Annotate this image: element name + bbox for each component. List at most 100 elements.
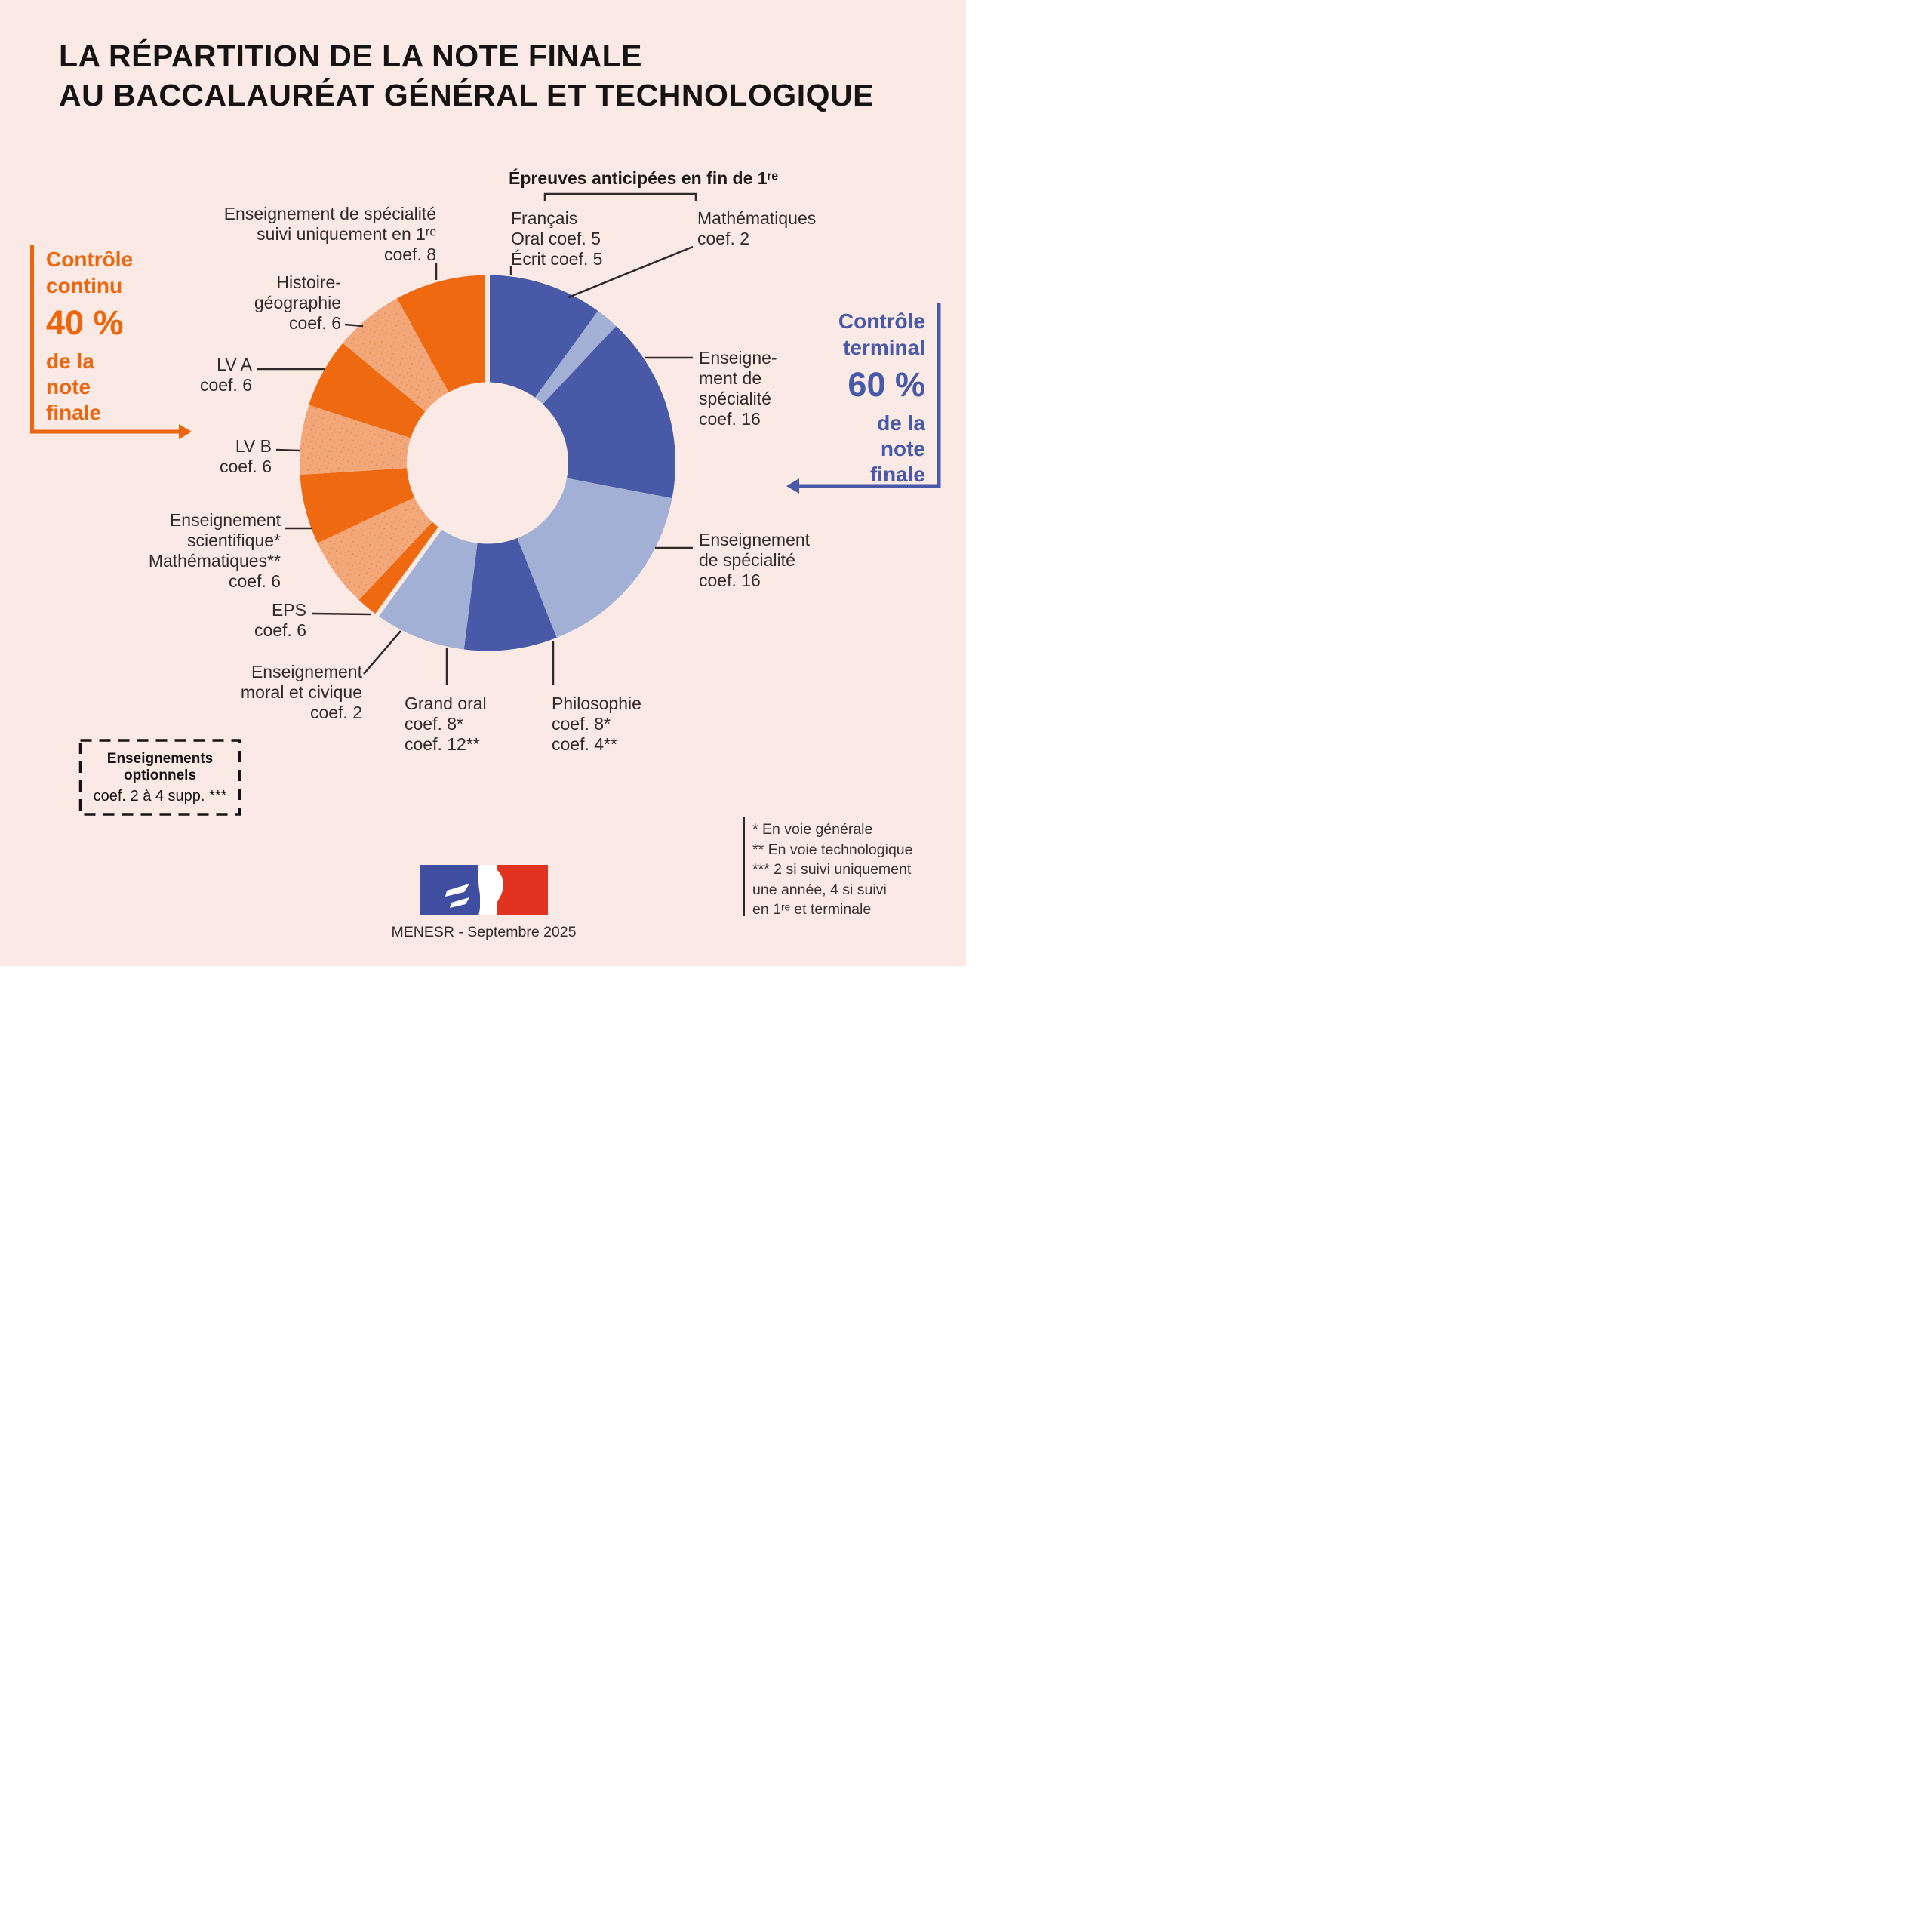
legend-continu-percent: 40 %	[46, 303, 124, 342]
label-philosophie-line: coef. 4**	[552, 734, 617, 754]
legend-terminal-line2: terminal	[843, 336, 925, 359]
donut-segment-specialite-premiere	[397, 275, 488, 392]
donut-segment-eps-texture	[317, 497, 432, 601]
continu-arrowhead-icon	[179, 424, 192, 439]
logo-marianne-silhouette	[478, 865, 504, 915]
label-histoire-geographie-line: géographie	[254, 293, 341, 312]
label-specialite-premiere-line: Enseignement de spécialité	[223, 204, 436, 223]
label-eps-line: coef. 6	[254, 620, 306, 640]
label-histoire-geographie: Histoire-géographie coef. 6	[254, 272, 341, 334]
page-title-line1: LA RÉPARTITION DE LA NOTE FINALE	[59, 38, 642, 73]
footnotes-line: ** En voie technologique	[752, 841, 913, 858]
legend-continu-sub1: de la	[46, 349, 94, 373]
label-lva-line: coef. 6	[199, 375, 252, 395]
page-title-line2: AU BACCALAURÉAT GÉNÉRAL ET TECHNOLOGIQUE	[59, 78, 874, 112]
label-philosophie-line: Philosophie	[552, 694, 641, 713]
legend-terminal-sub1: de la	[877, 411, 925, 435]
label-specialite-16-bottom-line: Enseignement	[699, 530, 811, 549]
label-specialite-16-bottom: Enseignement de spécialité coef. 16	[699, 530, 810, 591]
logo-flag-swoosh	[445, 884, 469, 908]
anticipees-heading: Épreuves anticipées en fin de 1ʳᵉ	[509, 168, 779, 188]
label-enseignement-scientifique-line: coef. 6	[228, 571, 281, 591]
label-emc-line: coef. 2	[309, 703, 362, 722]
legend-terminal-line1: Contrôle	[838, 309, 925, 333]
donut-group-separator	[374, 525, 444, 619]
donut-segment-grand-oral	[377, 528, 478, 650]
label-eps-line: EPS	[271, 600, 306, 620]
label-grand-oral-line: coef. 8*	[405, 714, 463, 734]
callout-histoire-geographie	[344, 323, 364, 328]
label-enseignement-scientifique-line: Enseignement	[169, 510, 281, 530]
label-emc: Enseignement moral et civique coef. 2	[241, 662, 362, 723]
donut-segment-lvb-texture	[300, 405, 411, 475]
label-specialite-16-top-line: Enseigne-	[699, 348, 777, 368]
options-box-border	[78, 739, 242, 816]
footnotes-line: une année, 4 si suivi	[752, 881, 887, 898]
legend-continu-line1: Contrôle	[46, 248, 134, 271]
label-specialite-16-top: Enseigne-ment de spécialité coef. 16	[699, 348, 777, 429]
footnotes-line: *** 2 si suivi uniquement	[752, 861, 912, 878]
callout-lines	[257, 192, 697, 685]
label-lvb-line: LV B	[235, 436, 272, 456]
label-grand-oral-line: coef. 12**	[405, 734, 480, 754]
donut-segment-philosophie	[463, 537, 557, 651]
terminal-arrowhead-icon	[786, 478, 799, 494]
legend-continu-sub2: note	[46, 375, 91, 398]
label-grand-oral-line: Grand oral	[405, 694, 487, 713]
terminal-arrow	[786, 303, 941, 494]
label-francais: Français Oral coef. 5 Écrit coef. 5	[511, 208, 602, 269]
logo-red-band	[497, 865, 548, 915]
label-eps: EPS coef. 6	[254, 600, 306, 641]
label-enseignement-scientifique-line: scientifique*	[186, 531, 281, 550]
legend-continu-sub3: finale	[46, 401, 102, 424]
label-histoire-geographie-line: Histoire-	[276, 272, 341, 292]
source-caption: MENESR - Septembre 2025	[391, 924, 577, 940]
donut-segment-mathematiques-anticipee	[534, 311, 617, 405]
options-box-line2: optionnels	[123, 768, 197, 783]
donut-segment-emc	[358, 521, 441, 615]
donut-chart	[300, 272, 675, 651]
label-enseignement-scientifique-line: Mathématiques**	[148, 551, 281, 571]
callout-mathematiques	[568, 245, 694, 299]
donut-segment-histoire-geographie-texture	[343, 298, 449, 412]
label-philosophie-line: coef. 8*	[552, 714, 611, 734]
label-specialite-16-top-line: ment de	[699, 368, 762, 388]
label-specialite-16-bottom-line: coef. 16	[699, 571, 761, 590]
label-emc-line: moral et civique	[240, 682, 362, 702]
legend-controle-terminal: Contrôle terminal 60 % de la note finale	[838, 308, 925, 488]
legend-terminal-percent: 60 %	[848, 365, 925, 404]
infographic-page: LA RÉPARTITION DE LA NOTE FINALE AU BACC…	[0, 0, 966, 966]
label-grand-oral: Grand oral coef. 8* coef. 12**	[405, 694, 487, 755]
footnotes-bar	[743, 817, 745, 916]
options-box-line3: coef. 2 à 4 supp. ***	[93, 788, 227, 804]
donut-segment-lva	[309, 343, 426, 438]
legend-controle-continu: Contrôle continu 40 % de la note finale	[46, 246, 133, 426]
anticipees-bracket	[543, 192, 697, 201]
label-histoire-geographie-line: coef. 6	[288, 313, 341, 333]
label-specialite-16-top-line: coef. 16	[699, 409, 761, 429]
label-francais-line: Français	[511, 208, 578, 228]
continu-arrow	[30, 245, 192, 439]
label-specialite-premiere-line: coef. 8	[383, 245, 436, 264]
footnotes-line: en 1ʳᵉ et terminale	[752, 901, 872, 918]
label-mathematiques: Mathématiques coef. 2	[697, 208, 816, 249]
legend-terminal-sub2: note	[880, 437, 925, 460]
footnotes: * En voie générale ** En voie technologiq…	[752, 820, 913, 920]
donut-segment-specialite-terminale-2	[517, 478, 672, 638]
donut-segment-enseignement-scientifique	[300, 468, 415, 543]
logo-republique-francaise-icon	[420, 865, 548, 915]
legend-continu-line2: continu	[46, 274, 123, 297]
footnotes-line: * En voie générale	[752, 821, 873, 838]
label-philosophie: Philosophie coef. 8* coef. 4**	[552, 694, 641, 755]
options-box-line1: Enseignements	[106, 751, 214, 767]
label-specialite-premiere-line: suivi uniquement en 1ʳᵉ	[257, 224, 436, 244]
label-mathematiques-line: coef. 2	[697, 229, 750, 248]
label-specialite-premiere: Enseignement de spécialité suivi uniqueme…	[224, 204, 436, 265]
label-francais-line: Écrit coef. 5	[511, 249, 603, 269]
page-title: LA RÉPARTITION DE LA NOTE FINALE AU BACC…	[59, 36, 874, 115]
label-lvb-line: coef. 6	[219, 457, 272, 476]
donut-chart-scene	[30, 192, 941, 915]
label-emc-line: Enseignement	[251, 662, 362, 681]
legend-terminal-sub3: finale	[869, 463, 925, 486]
